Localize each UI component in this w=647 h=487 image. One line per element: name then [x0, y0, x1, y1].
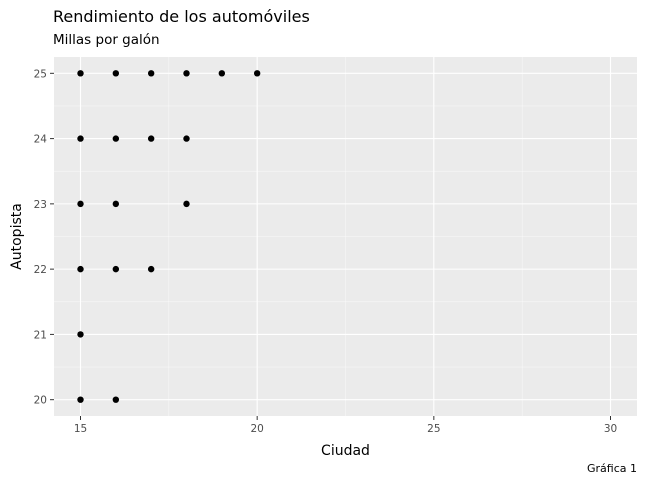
chart-caption: Gráfica 1: [587, 462, 637, 475]
y-tick-label: 22: [34, 264, 47, 276]
data-point: [183, 70, 190, 77]
data-point: [77, 135, 84, 142]
x-tick-label: 20: [250, 423, 263, 435]
chart-subtitle: Millas por galón: [53, 32, 160, 48]
y-axis-title: Autopista: [9, 203, 25, 270]
data-point: [112, 265, 120, 273]
data-point: [147, 265, 155, 273]
grid-minor: [54, 57, 637, 416]
x-axis-title: Ciudad: [321, 443, 370, 459]
data-point: [112, 70, 120, 77]
data-point: [112, 396, 120, 403]
data-point: [147, 135, 155, 142]
y-tick-label: 24: [34, 134, 48, 146]
data-point: [77, 265, 84, 273]
y-tick-label: 23: [34, 199, 47, 211]
data-points: [77, 70, 261, 403]
data-point: [77, 396, 84, 403]
data-point: [147, 70, 155, 77]
y-tick-label: 25: [34, 68, 47, 80]
data-point: [112, 135, 120, 142]
data-point: [77, 331, 84, 338]
chart-title: Rendimiento de los automóviles: [53, 7, 310, 26]
y-tick-label: 21: [34, 329, 47, 341]
data-point: [183, 200, 190, 208]
x-axis: 15 20 25 30: [74, 416, 617, 435]
data-point: [218, 70, 226, 77]
grid-major: [54, 57, 637, 416]
data-point: [112, 200, 120, 208]
x-tick-label: 25: [427, 423, 440, 435]
data-point: [183, 135, 190, 142]
y-tick-label: 20: [34, 395, 47, 407]
x-tick-label: 15: [74, 423, 87, 435]
data-point: [77, 70, 84, 77]
data-point: [253, 70, 261, 77]
y-axis: 20 21 22 23 24 25: [34, 68, 54, 407]
data-point: [77, 200, 84, 208]
x-tick-label: 30: [604, 423, 617, 435]
